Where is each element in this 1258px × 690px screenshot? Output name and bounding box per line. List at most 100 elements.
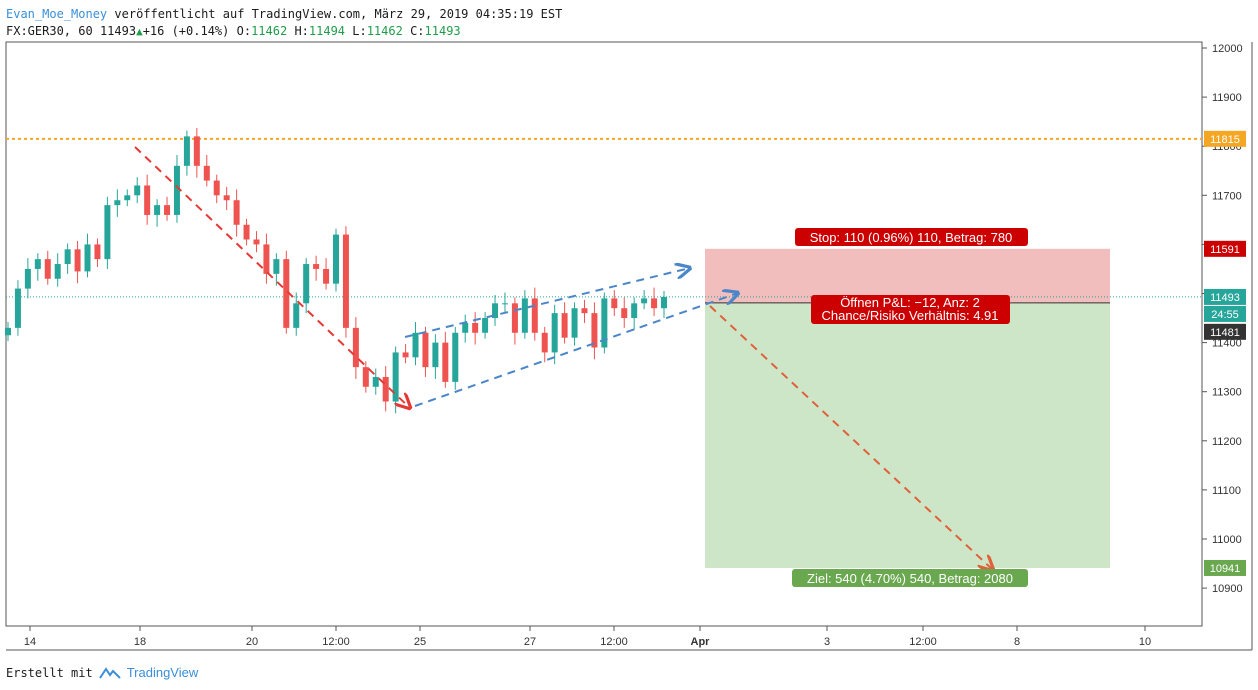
candle-body bbox=[442, 342, 449, 382]
y-tick-label: 12000 bbox=[1212, 43, 1243, 55]
candle-body bbox=[124, 195, 131, 201]
x-tick-label: 14 bbox=[24, 636, 36, 648]
candle-body bbox=[183, 136, 190, 166]
position-pnl-text: Öffnen P&L: −12, Anz: 2 bbox=[840, 295, 980, 310]
candle-body bbox=[104, 205, 111, 260]
y-tick-label: 10900 bbox=[1212, 583, 1243, 595]
candle-body bbox=[551, 313, 558, 353]
change-value: +16 (+0.14%) bbox=[142, 24, 230, 38]
candle-body bbox=[303, 264, 310, 304]
candle-body bbox=[144, 185, 151, 215]
bearish-arrow-red[interactable] bbox=[134, 146, 410, 408]
y-tick-label: 11300 bbox=[1212, 387, 1242, 399]
candle-body bbox=[213, 180, 220, 196]
close-value: 11493 bbox=[424, 24, 461, 38]
price-tags: 11815 11591 11493 24:55 11481 10941 bbox=[1204, 130, 1246, 576]
brand-link[interactable]: TradingView bbox=[126, 665, 199, 680]
candle-body bbox=[24, 268, 31, 289]
candle-body bbox=[501, 303, 508, 305]
x-tick-label: 25 bbox=[414, 636, 426, 648]
candlestick-series bbox=[5, 128, 667, 414]
y-tick-label: 11100 bbox=[1212, 485, 1241, 497]
stop-label-text: Stop: 110 (0.96%) 110, Betrag: 780 bbox=[810, 230, 1013, 245]
footer: Erstellt mit TradingView bbox=[6, 665, 198, 680]
candle-body bbox=[342, 234, 349, 328]
bar-countdown-tag-text: 24:55 bbox=[1211, 309, 1239, 321]
candle-body bbox=[521, 298, 528, 333]
channel-lower-arrow[interactable] bbox=[414, 293, 738, 407]
candle-body bbox=[462, 322, 469, 333]
candle-body bbox=[362, 367, 369, 387]
target-zone[interactable] bbox=[705, 302, 1110, 568]
candle-body bbox=[611, 298, 618, 309]
x-tick-label: 12:00 bbox=[600, 636, 628, 648]
candle-body bbox=[432, 342, 439, 368]
candle-body bbox=[452, 332, 459, 382]
bar-countdown-tag bbox=[1204, 305, 1246, 322]
resistance-price-tag bbox=[1204, 130, 1246, 147]
channel-upper-arrow[interactable] bbox=[404, 268, 690, 338]
y-tick-label: 11200 bbox=[1212, 436, 1242, 448]
current-price-tag bbox=[1204, 288, 1246, 305]
candle-body bbox=[561, 313, 568, 338]
candle-body bbox=[293, 303, 300, 328]
up-arrow-icon: ▲ bbox=[136, 25, 143, 38]
x-tick-label: 27 bbox=[524, 636, 536, 648]
tradingview-logo-icon bbox=[98, 666, 121, 679]
x-tick-label: 12:00 bbox=[322, 636, 350, 648]
y-tick-label: 11900 bbox=[1212, 92, 1242, 104]
candle-body bbox=[114, 200, 121, 206]
y-tick-label: 11700 bbox=[1212, 190, 1242, 202]
candle-body bbox=[601, 298, 608, 348]
candle-body bbox=[661, 296, 667, 309]
open-value: 11462 bbox=[251, 24, 288, 38]
candle-body bbox=[283, 259, 290, 328]
candle-body bbox=[313, 264, 320, 269]
candle-body bbox=[154, 205, 161, 215]
candle-body bbox=[412, 332, 419, 358]
candle-body bbox=[14, 288, 21, 328]
x-tick-label: Apr bbox=[691, 636, 711, 648]
x-tick-label: 20 bbox=[246, 636, 258, 648]
last-price: 11493 bbox=[99, 24, 137, 38]
y-tick-label: 11400 bbox=[1212, 338, 1242, 350]
stop-zone[interactable] bbox=[705, 248, 1110, 303]
target-price-tag bbox=[1204, 559, 1246, 576]
created-with-text: Erstellt mit bbox=[6, 665, 93, 680]
time-axis[interactable]: 14 18 20 12:00 25 27 12:00 Apr 3 12:00 8 10 bbox=[24, 626, 1151, 648]
stop-label-box: Stop: 110 (0.96%) 110, Betrag: 780 bbox=[795, 228, 1028, 246]
candle-body bbox=[5, 327, 11, 336]
x-tick-label: 3 bbox=[824, 636, 830, 648]
author-link[interactable]: Evan_Moe_Money bbox=[6, 7, 108, 21]
candle-body bbox=[193, 136, 200, 166]
candle-body bbox=[173, 165, 180, 215]
resistance-price-tag-text: 11815 bbox=[1210, 134, 1240, 146]
candle-body bbox=[273, 259, 280, 274]
x-tick-label: 18 bbox=[134, 636, 146, 648]
low-value: 11462 bbox=[366, 24, 403, 38]
symbol-label: FX:GER30, 60 bbox=[6, 24, 93, 38]
candle-body bbox=[422, 332, 429, 368]
candle-body bbox=[541, 332, 548, 353]
chart-header: Evan_Moe_Money veröffentlicht auf Tradin… bbox=[6, 6, 562, 40]
candle-body bbox=[641, 298, 648, 304]
current-price-tag-text: 11493 bbox=[1210, 292, 1240, 304]
candle-body bbox=[571, 308, 578, 338]
candle-body bbox=[591, 313, 598, 348]
candle-body bbox=[34, 259, 41, 269]
target-arrow-orange[interactable] bbox=[709, 305, 993, 570]
high-value: 11494 bbox=[308, 24, 346, 38]
candle-body bbox=[263, 244, 270, 274]
candle-body bbox=[54, 264, 61, 279]
candle-body bbox=[333, 234, 339, 284]
target-label-box: Ziel: 540 (4.70%) 540, Betrag: 2080 bbox=[792, 569, 1028, 587]
candle-body bbox=[74, 249, 81, 272]
candle-body bbox=[44, 259, 51, 279]
candle-body bbox=[243, 224, 250, 240]
candle-body bbox=[253, 239, 260, 245]
candle-body bbox=[372, 376, 379, 387]
candle-body bbox=[64, 249, 71, 265]
candle-body bbox=[621, 308, 628, 319]
close-label: C: bbox=[410, 24, 425, 38]
